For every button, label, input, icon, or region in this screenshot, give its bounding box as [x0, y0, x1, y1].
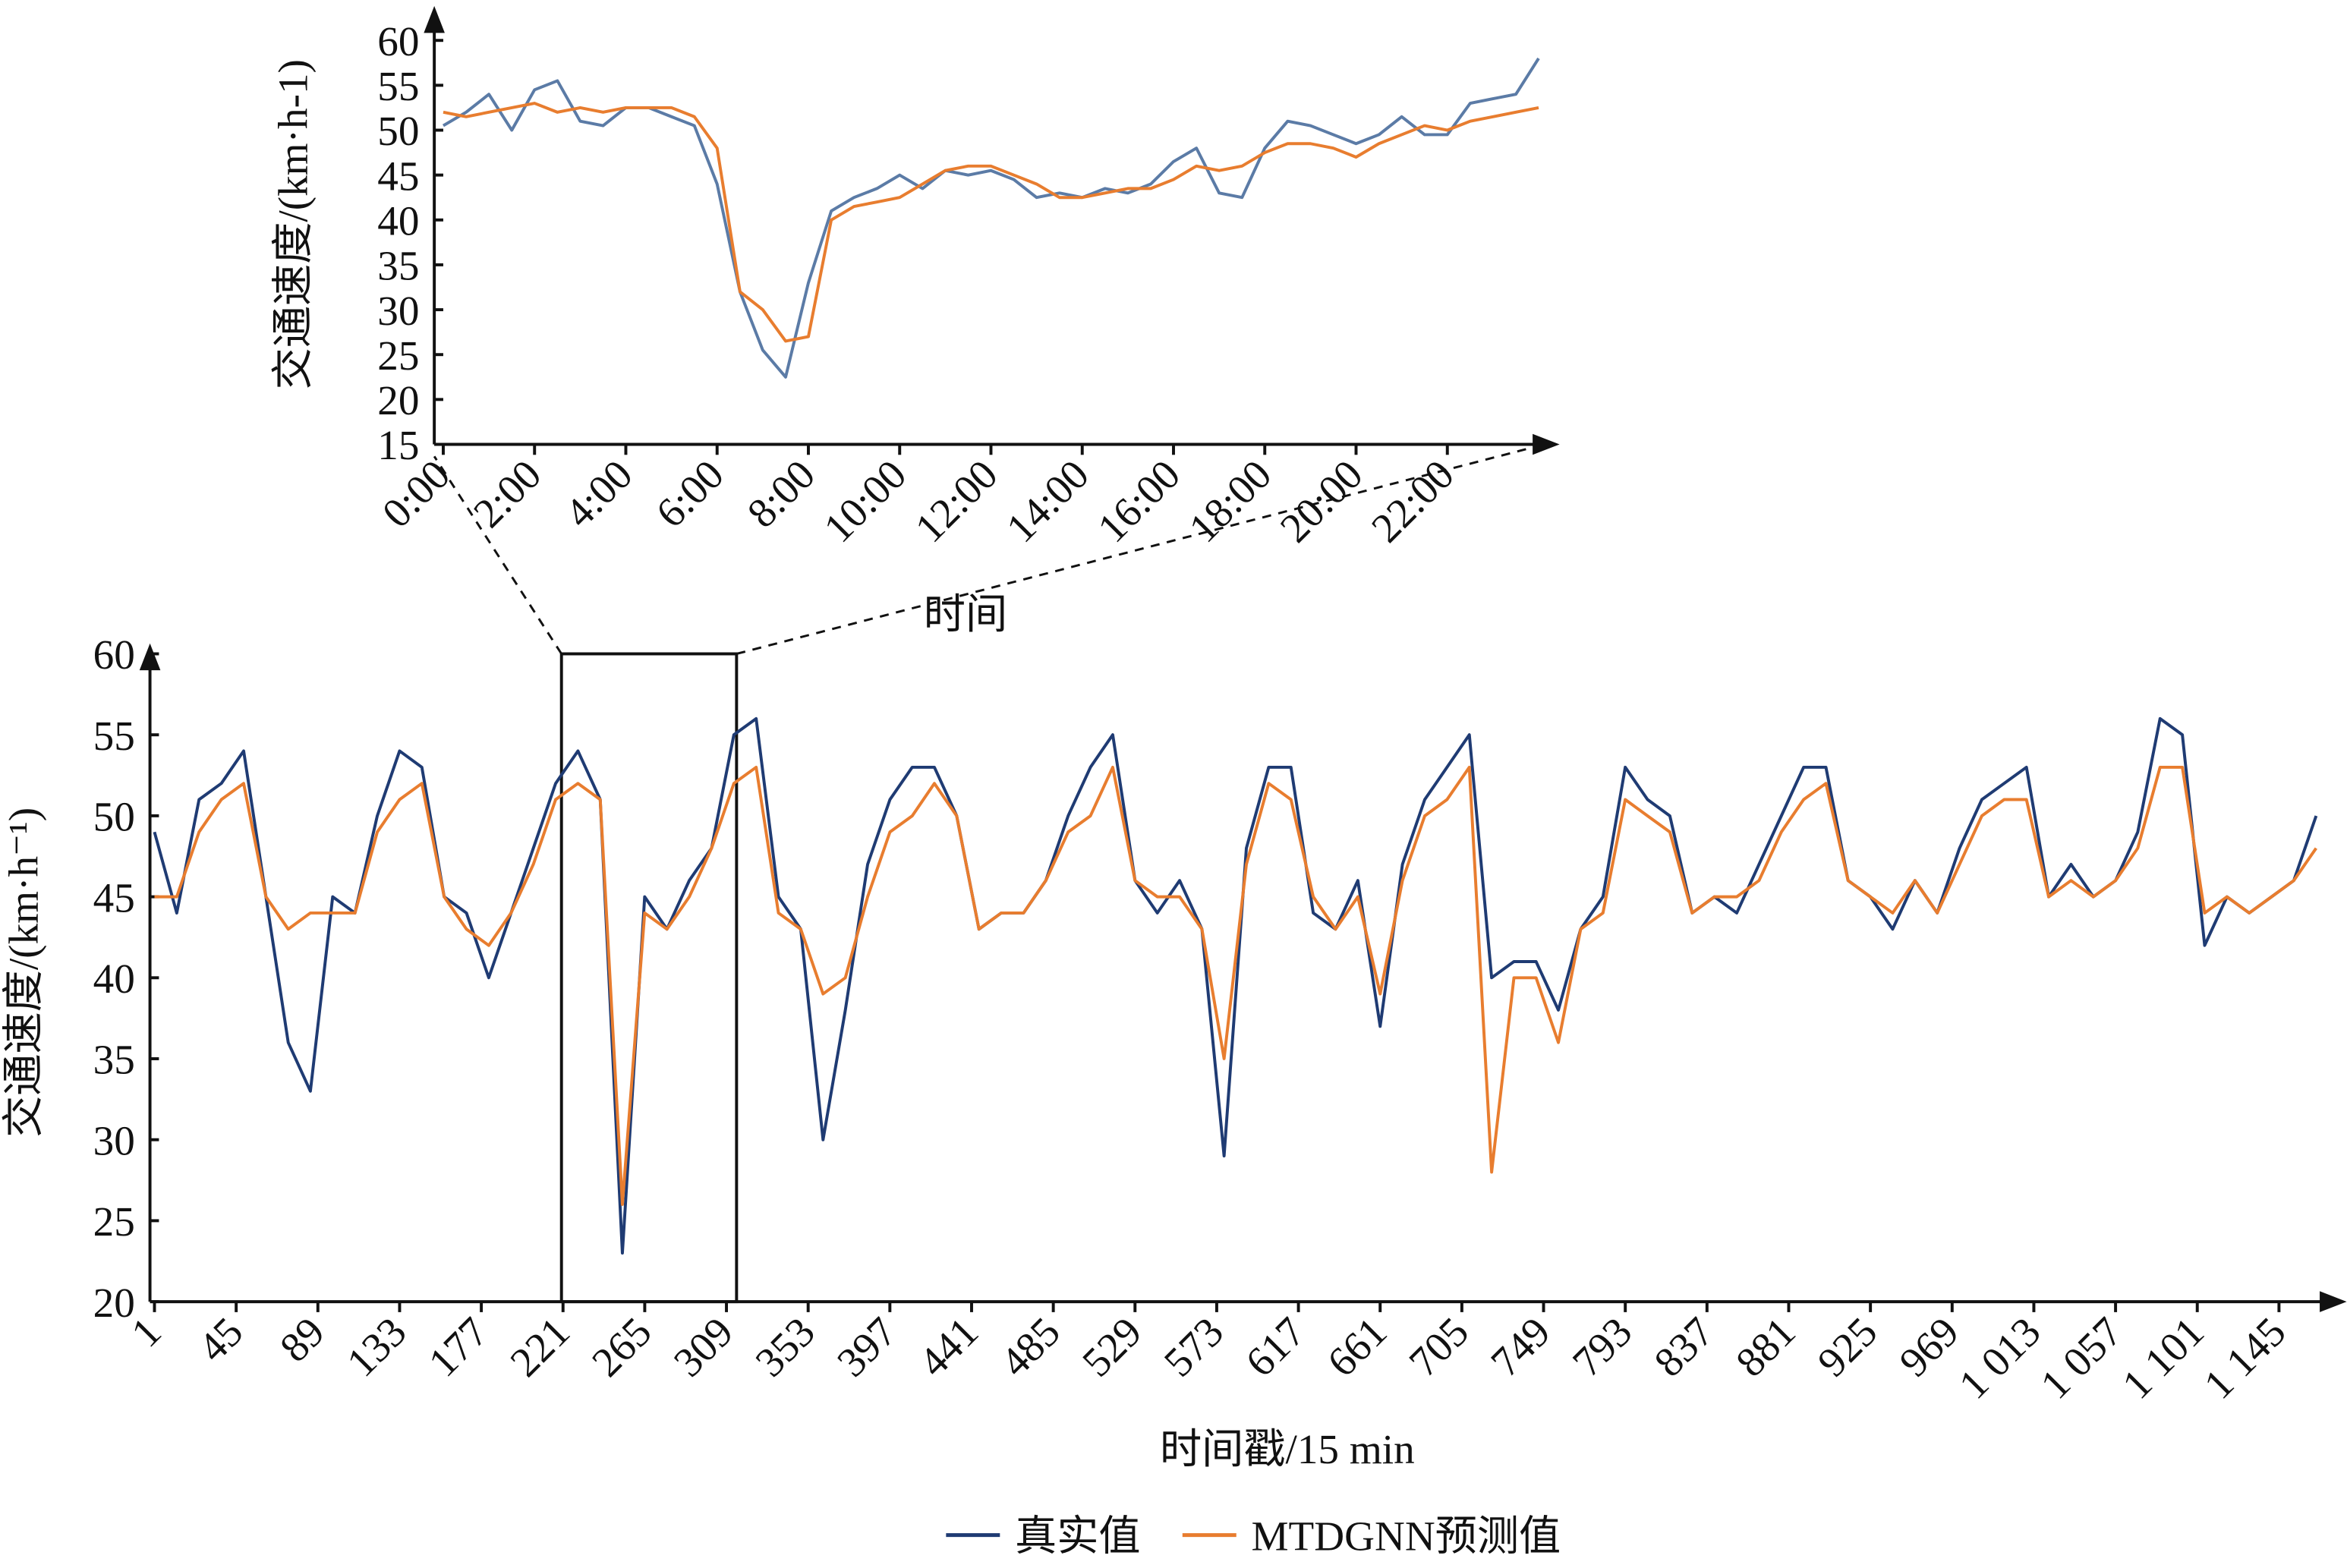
x-tick-label: 16:00 — [1088, 451, 1189, 551]
y-tick-label: 40 — [377, 198, 419, 244]
x-tick-label: 925 — [1809, 1308, 1886, 1386]
x-tick-label: 8:00 — [739, 451, 824, 537]
x-tick-label: 1 057 — [2031, 1308, 2131, 1408]
x-tick-label: 6:00 — [647, 451, 733, 537]
y-tick-label: 60 — [377, 18, 419, 65]
x-axis-label: 时间 — [924, 591, 1007, 638]
x-tick-label: 397 — [828, 1308, 906, 1386]
x-tick-label: 573 — [1155, 1308, 1233, 1386]
y-tick-label: 55 — [93, 713, 135, 759]
y-tick-label: 60 — [93, 631, 135, 678]
y-axis-label: 交通速度/(km·h⁻¹) — [1, 808, 47, 1138]
x-tick-label: 309 — [665, 1308, 742, 1386]
x-tick-label: 837 — [1645, 1308, 1722, 1386]
x-tick-label: 1 013 — [1950, 1308, 2049, 1408]
x-tick-label: 133 — [338, 1308, 415, 1386]
y-tick-label: 25 — [93, 1198, 135, 1245]
y-tick-label: 30 — [93, 1117, 135, 1163]
y-tick-label: 45 — [377, 153, 419, 199]
y-tick-label: 30 — [377, 288, 419, 334]
y-axis-arrow — [424, 5, 445, 33]
series-line — [442, 57, 1540, 379]
x-tick-label: 1 101 — [2113, 1308, 2213, 1408]
x-tick-label: 45 — [189, 1308, 251, 1371]
series-line — [443, 102, 1539, 343]
x-tick-label: 353 — [746, 1308, 824, 1386]
x-tick-label: 1 — [122, 1308, 170, 1356]
x-tick-label: 14:00 — [997, 451, 1098, 551]
y-axis-arrow — [139, 643, 161, 671]
series-line — [154, 765, 2317, 1206]
y-tick-label: 55 — [377, 63, 419, 109]
y-tick-label: 15 — [377, 422, 419, 468]
zoom-box — [559, 652, 739, 1304]
x-tick-label: 20:00 — [1271, 451, 1372, 551]
legend-label: 真实值 — [1015, 1513, 1141, 1559]
x-tick-label: 177 — [420, 1308, 497, 1386]
x-tick-label: 221 — [501, 1308, 578, 1386]
y-tick-label: 20 — [377, 377, 419, 423]
x-tick-label: 4:00 — [556, 451, 641, 537]
zoom-line — [736, 443, 1545, 655]
y-tick-label: 45 — [93, 874, 135, 921]
x-tick-label: 661 — [1318, 1308, 1396, 1386]
series-line — [153, 716, 2318, 1255]
y-tick-label: 20 — [93, 1280, 135, 1326]
x-axis-arrow — [2320, 1291, 2347, 1312]
y-tick-label: 40 — [93, 956, 135, 1002]
y-axis-label: 交通速度/(km·h-1) — [270, 59, 317, 389]
x-tick-label: 881 — [1727, 1308, 1804, 1386]
x-tick-label: 18:00 — [1180, 451, 1281, 551]
y-tick-label: 50 — [377, 108, 419, 154]
x-tick-label: 1 145 — [2195, 1308, 2295, 1408]
x-tick-label: 529 — [1073, 1308, 1151, 1386]
zoom-line — [433, 455, 562, 655]
y-tick-label: 50 — [93, 794, 135, 840]
x-tick-label: 265 — [583, 1308, 660, 1386]
x-tick-label: 793 — [1564, 1308, 1641, 1386]
x-tick-label: 12:00 — [906, 451, 1007, 551]
y-tick-label: 35 — [377, 243, 419, 289]
x-tick-label: 485 — [991, 1308, 1069, 1386]
x-axis-label: 时间戳/15 min — [1160, 1426, 1415, 1472]
legend-label: MTDGNN预测值 — [1251, 1513, 1561, 1559]
x-tick-label: 89 — [271, 1308, 333, 1371]
x-tick-label: 22:00 — [1363, 451, 1463, 551]
x-tick-label: 705 — [1400, 1308, 1478, 1386]
x-tick-label: 617 — [1237, 1308, 1314, 1386]
x-axis-arrow — [1533, 433, 1560, 455]
y-tick-label: 35 — [93, 1037, 135, 1083]
y-tick-label: 25 — [377, 332, 419, 379]
x-tick-label: 441 — [910, 1308, 988, 1386]
x-tick-label: 749 — [1482, 1308, 1559, 1386]
x-tick-label: 10:00 — [815, 451, 915, 551]
